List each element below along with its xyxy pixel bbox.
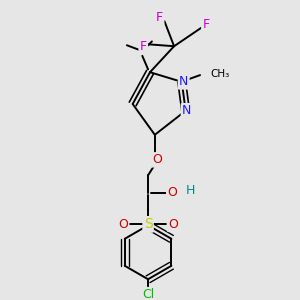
Text: O: O <box>167 186 177 199</box>
Text: Cl: Cl <box>142 288 154 300</box>
Text: N: N <box>182 104 191 117</box>
Text: CH₃: CH₃ <box>211 69 230 79</box>
Text: F: F <box>140 40 147 53</box>
Text: F: F <box>156 11 163 24</box>
Text: F: F <box>202 18 209 31</box>
Text: S: S <box>144 218 152 231</box>
Text: O: O <box>168 218 178 231</box>
Text: O: O <box>152 153 162 166</box>
Text: H: H <box>186 184 195 197</box>
Text: O: O <box>118 218 128 231</box>
Text: N: N <box>179 75 188 88</box>
